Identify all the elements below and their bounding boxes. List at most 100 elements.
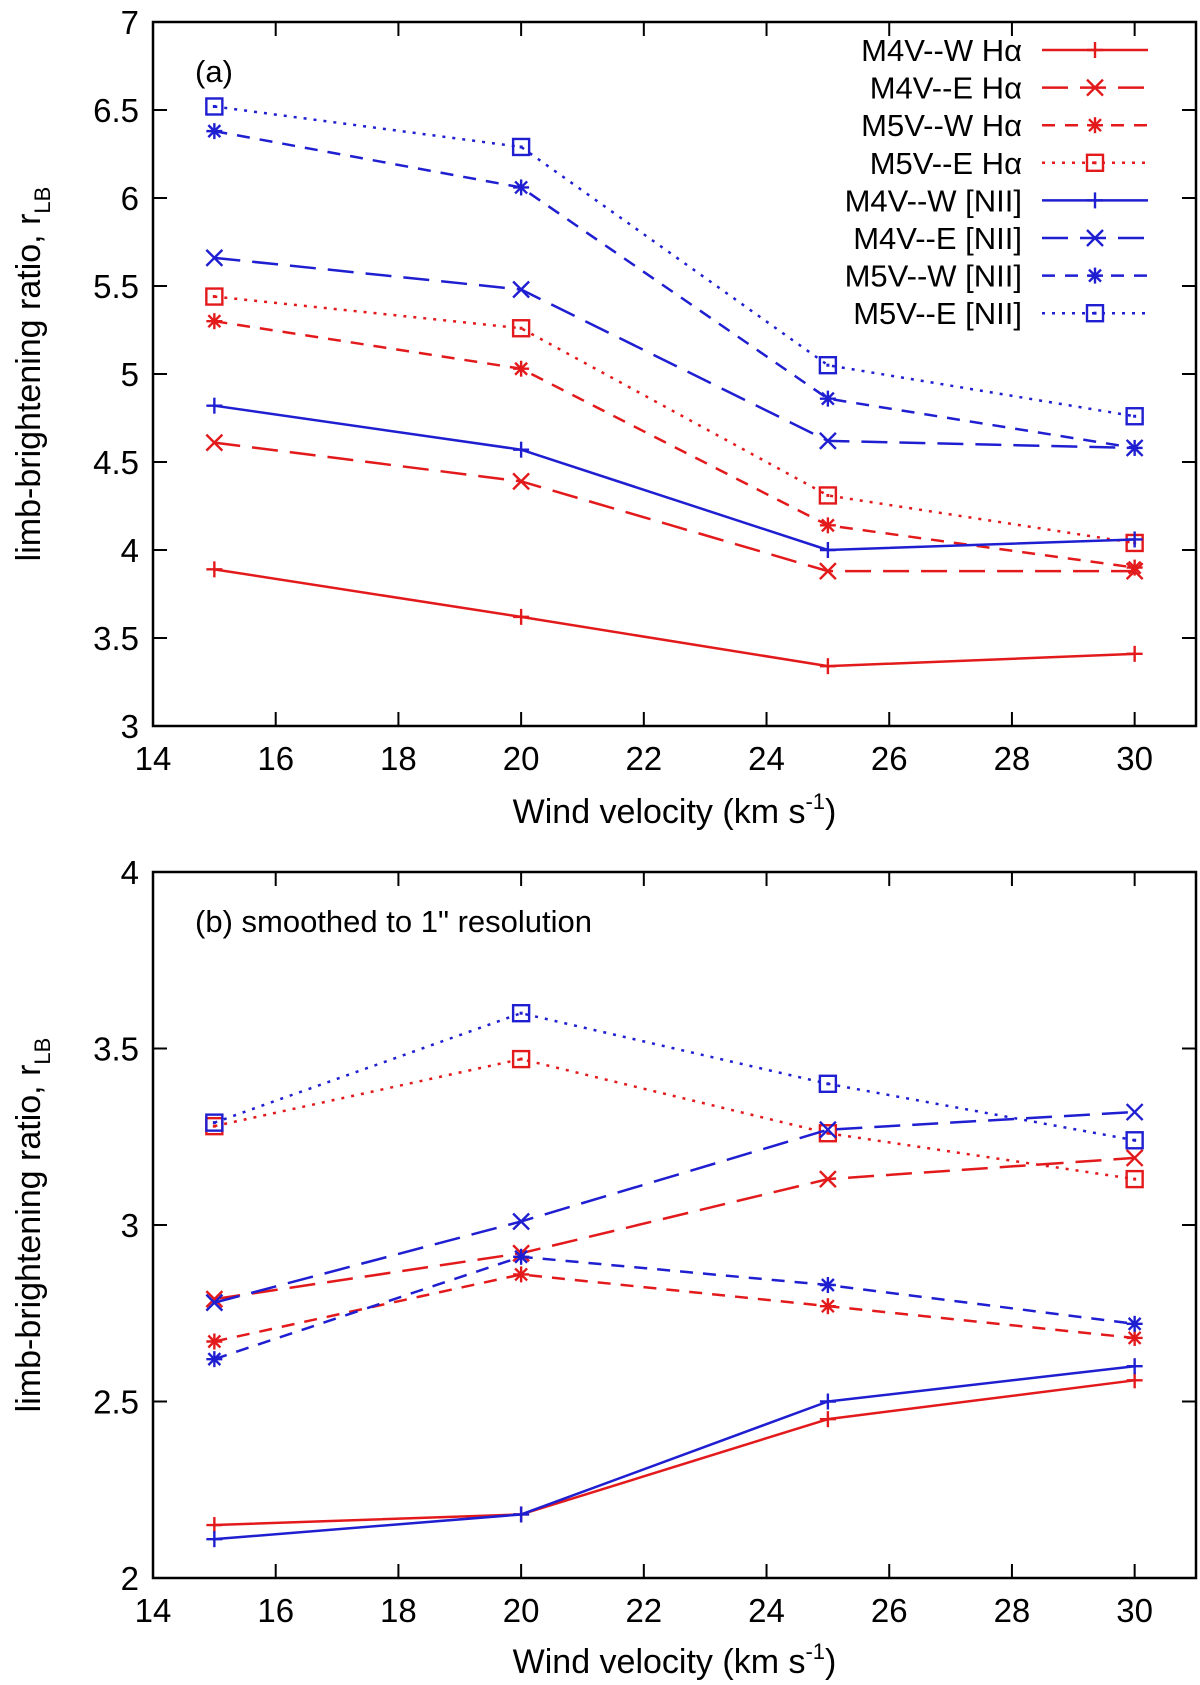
legend-marker	[1087, 117, 1103, 134]
data-point	[819, 390, 836, 407]
legend-marker	[1087, 267, 1103, 284]
legend-entry: M4V--W [NII]	[845, 183, 1148, 218]
legend-entry: M5V--E Hα	[870, 146, 1148, 181]
series-line	[214, 1379, 1135, 1527]
legend-marker	[1087, 192, 1103, 209]
data-point	[511, 1049, 531, 1069]
y-tick-label: 4	[121, 854, 139, 891]
series-m4v-e-h	[205, 433, 1144, 580]
series-m4v-w-nii	[206, 1358, 1143, 1548]
legend-label: M5V--W Hα	[861, 108, 1022, 143]
x-tick-label: 30	[1116, 1592, 1153, 1629]
series-m4v-w-nii	[206, 397, 1143, 558]
y-tick-label: 7	[121, 4, 139, 41]
series-line	[214, 129, 1135, 450]
data-point	[206, 1531, 223, 1548]
data-point	[205, 248, 224, 267]
legend-entry: M4V--W Hα	[861, 33, 1148, 68]
legend-label: M4V--E [NII]	[853, 221, 1022, 256]
series-line	[214, 441, 1135, 573]
data-point	[513, 608, 530, 625]
y-tick-label: 2.5	[93, 1384, 139, 1421]
data-point	[818, 1124, 838, 1143]
data-point	[206, 1517, 223, 1534]
series-m5v-w-nii	[206, 1248, 1143, 1368]
y-tick-label: 4.5	[93, 444, 139, 481]
series-line	[214, 1273, 1135, 1343]
data-point	[205, 97, 224, 116]
legend-marker	[1086, 78, 1104, 97]
series-m5v-w-nii	[206, 123, 1143, 456]
y-axis-label: limb-brightening ratio, rLB	[10, 187, 55, 562]
data-point	[513, 360, 530, 377]
series-line	[214, 568, 1135, 668]
legend-label: M4V--E Hα	[870, 71, 1022, 106]
series-line	[213, 1255, 1135, 1361]
data-point	[1126, 1315, 1143, 1332]
legend-entry: M5V--W Hα	[861, 108, 1148, 143]
series-m4v-w-h	[206, 561, 1143, 675]
data-point	[818, 1074, 838, 1094]
legend-entry: M4V--E [NII]	[853, 221, 1148, 256]
data-point	[819, 1170, 837, 1188]
panel-label: (b) smoothed to 1" resolution	[195, 904, 592, 939]
series-line	[214, 1057, 1135, 1181]
x-tick-label: 14	[135, 740, 172, 777]
data-point	[819, 1411, 836, 1428]
x-tick-label: 20	[503, 740, 540, 777]
data-point	[819, 1120, 837, 1139]
data-point	[205, 1113, 224, 1132]
data-point	[1126, 1329, 1143, 1346]
legend-label: M4V--W [NII]	[845, 183, 1022, 218]
data-point	[819, 1393, 836, 1410]
x-tick-label: 14	[135, 1592, 172, 1629]
x-axis-label: Wind velocity (km s-1)	[513, 789, 837, 831]
x-tick-label: 20	[503, 1592, 540, 1629]
chart-panel-b: 14 16 18 20 22 24 26 28 30 2 2.5 3 3.5 4 Wind velocity…	[10, 854, 1198, 1681]
legend-entry: M5V--W [NII]	[845, 259, 1148, 294]
data-point	[1125, 1131, 1144, 1150]
data-point	[818, 486, 838, 505]
legend-label: M5V--W [NII]	[845, 259, 1022, 294]
data-point	[513, 1266, 530, 1283]
data-point	[512, 472, 530, 491]
legend-marker	[1085, 304, 1105, 323]
data-point	[513, 1506, 530, 1523]
data-point	[512, 280, 530, 299]
data-point	[1126, 531, 1143, 548]
y-tick-label: 5	[121, 356, 139, 393]
x-tick-label: 18	[380, 1592, 417, 1629]
data-point	[206, 313, 223, 330]
legend-entry: M5V--E [NII]	[853, 296, 1148, 331]
y-tick-label: 3.5	[93, 620, 139, 657]
data-point	[819, 432, 837, 450]
legend-marker	[1085, 153, 1105, 173]
series-m5v-w-h	[206, 1266, 1143, 1350]
data-point	[511, 1004, 531, 1023]
data-point	[1125, 407, 1144, 426]
data-point	[206, 1333, 223, 1350]
data-point	[819, 542, 836, 558]
x-tick-label: 24	[748, 1592, 785, 1629]
series-line	[214, 1364, 1135, 1541]
series-line	[214, 256, 1135, 450]
legend-marker	[1086, 229, 1104, 247]
x-tick-label: 28	[994, 740, 1031, 777]
series-line	[213, 1011, 1135, 1142]
data-point	[1125, 1169, 1144, 1189]
panel-label: (a)	[195, 54, 233, 89]
series-m5v-e-h	[205, 1049, 1144, 1189]
data-point	[513, 441, 530, 458]
x-tick-label: 18	[380, 740, 417, 777]
series-line	[214, 1156, 1135, 1301]
series-m4v-e-nii	[205, 1103, 1144, 1312]
legend-label: M5V--E [NII]	[853, 296, 1022, 331]
data-point	[205, 287, 224, 306]
series-m5v-w-h	[206, 313, 1143, 576]
data-point	[819, 517, 836, 534]
legend-label: M4V--W Hα	[861, 33, 1022, 68]
series-line	[214, 319, 1135, 569]
data-point	[1125, 1103, 1144, 1121]
x-tick-label: 24	[748, 740, 785, 777]
